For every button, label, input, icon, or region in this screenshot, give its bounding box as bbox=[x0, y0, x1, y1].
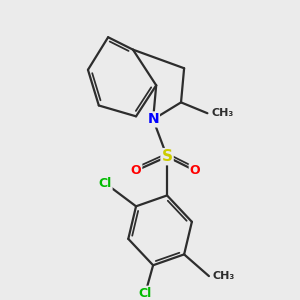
Text: O: O bbox=[190, 164, 200, 177]
Text: CH₃: CH₃ bbox=[211, 108, 233, 118]
Text: Cl: Cl bbox=[98, 176, 112, 190]
Text: S: S bbox=[162, 149, 172, 164]
Text: N: N bbox=[147, 112, 159, 126]
Text: Cl: Cl bbox=[139, 287, 152, 300]
Text: O: O bbox=[131, 164, 141, 177]
Text: CH₃: CH₃ bbox=[213, 271, 235, 281]
